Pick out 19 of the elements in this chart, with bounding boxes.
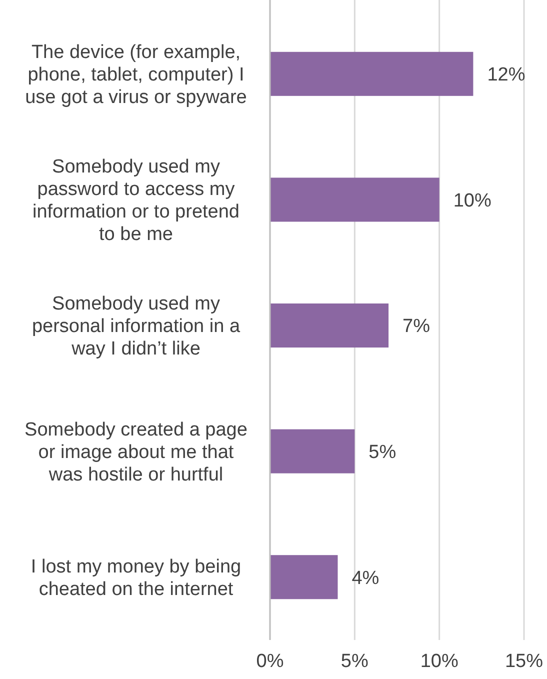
x-tick-label: 15% [504,651,544,672]
x-tick-label: 10% [420,651,458,672]
y-tick-label: Somebody created a page or image about me that was hostile or hurtful [24,419,248,486]
x-tick-label: 5% [340,651,368,672]
y-tick-label: The device (for example, phone, tablet, computer) I use got a virus or spyware [25,42,247,108]
data-label: 12% [487,64,526,86]
data-label: 4% [352,568,380,589]
bar [270,178,440,222]
bar [270,429,355,474]
data-label: 5% [368,442,396,463]
x-tick-label: 0% [256,651,284,672]
data-label: 7% [402,316,430,338]
bar [270,555,338,600]
y-tick-label: I lost my money by being cheated on the internet [30,556,242,600]
bar [270,52,474,96]
y-tick-label: Somebody used my personal information in a way I didn’t like [32,294,240,360]
y-tick-label: Somebody used my password to access my information or to pretend to be me [32,156,240,246]
data-label: 10% [453,190,492,212]
bar [270,303,389,348]
